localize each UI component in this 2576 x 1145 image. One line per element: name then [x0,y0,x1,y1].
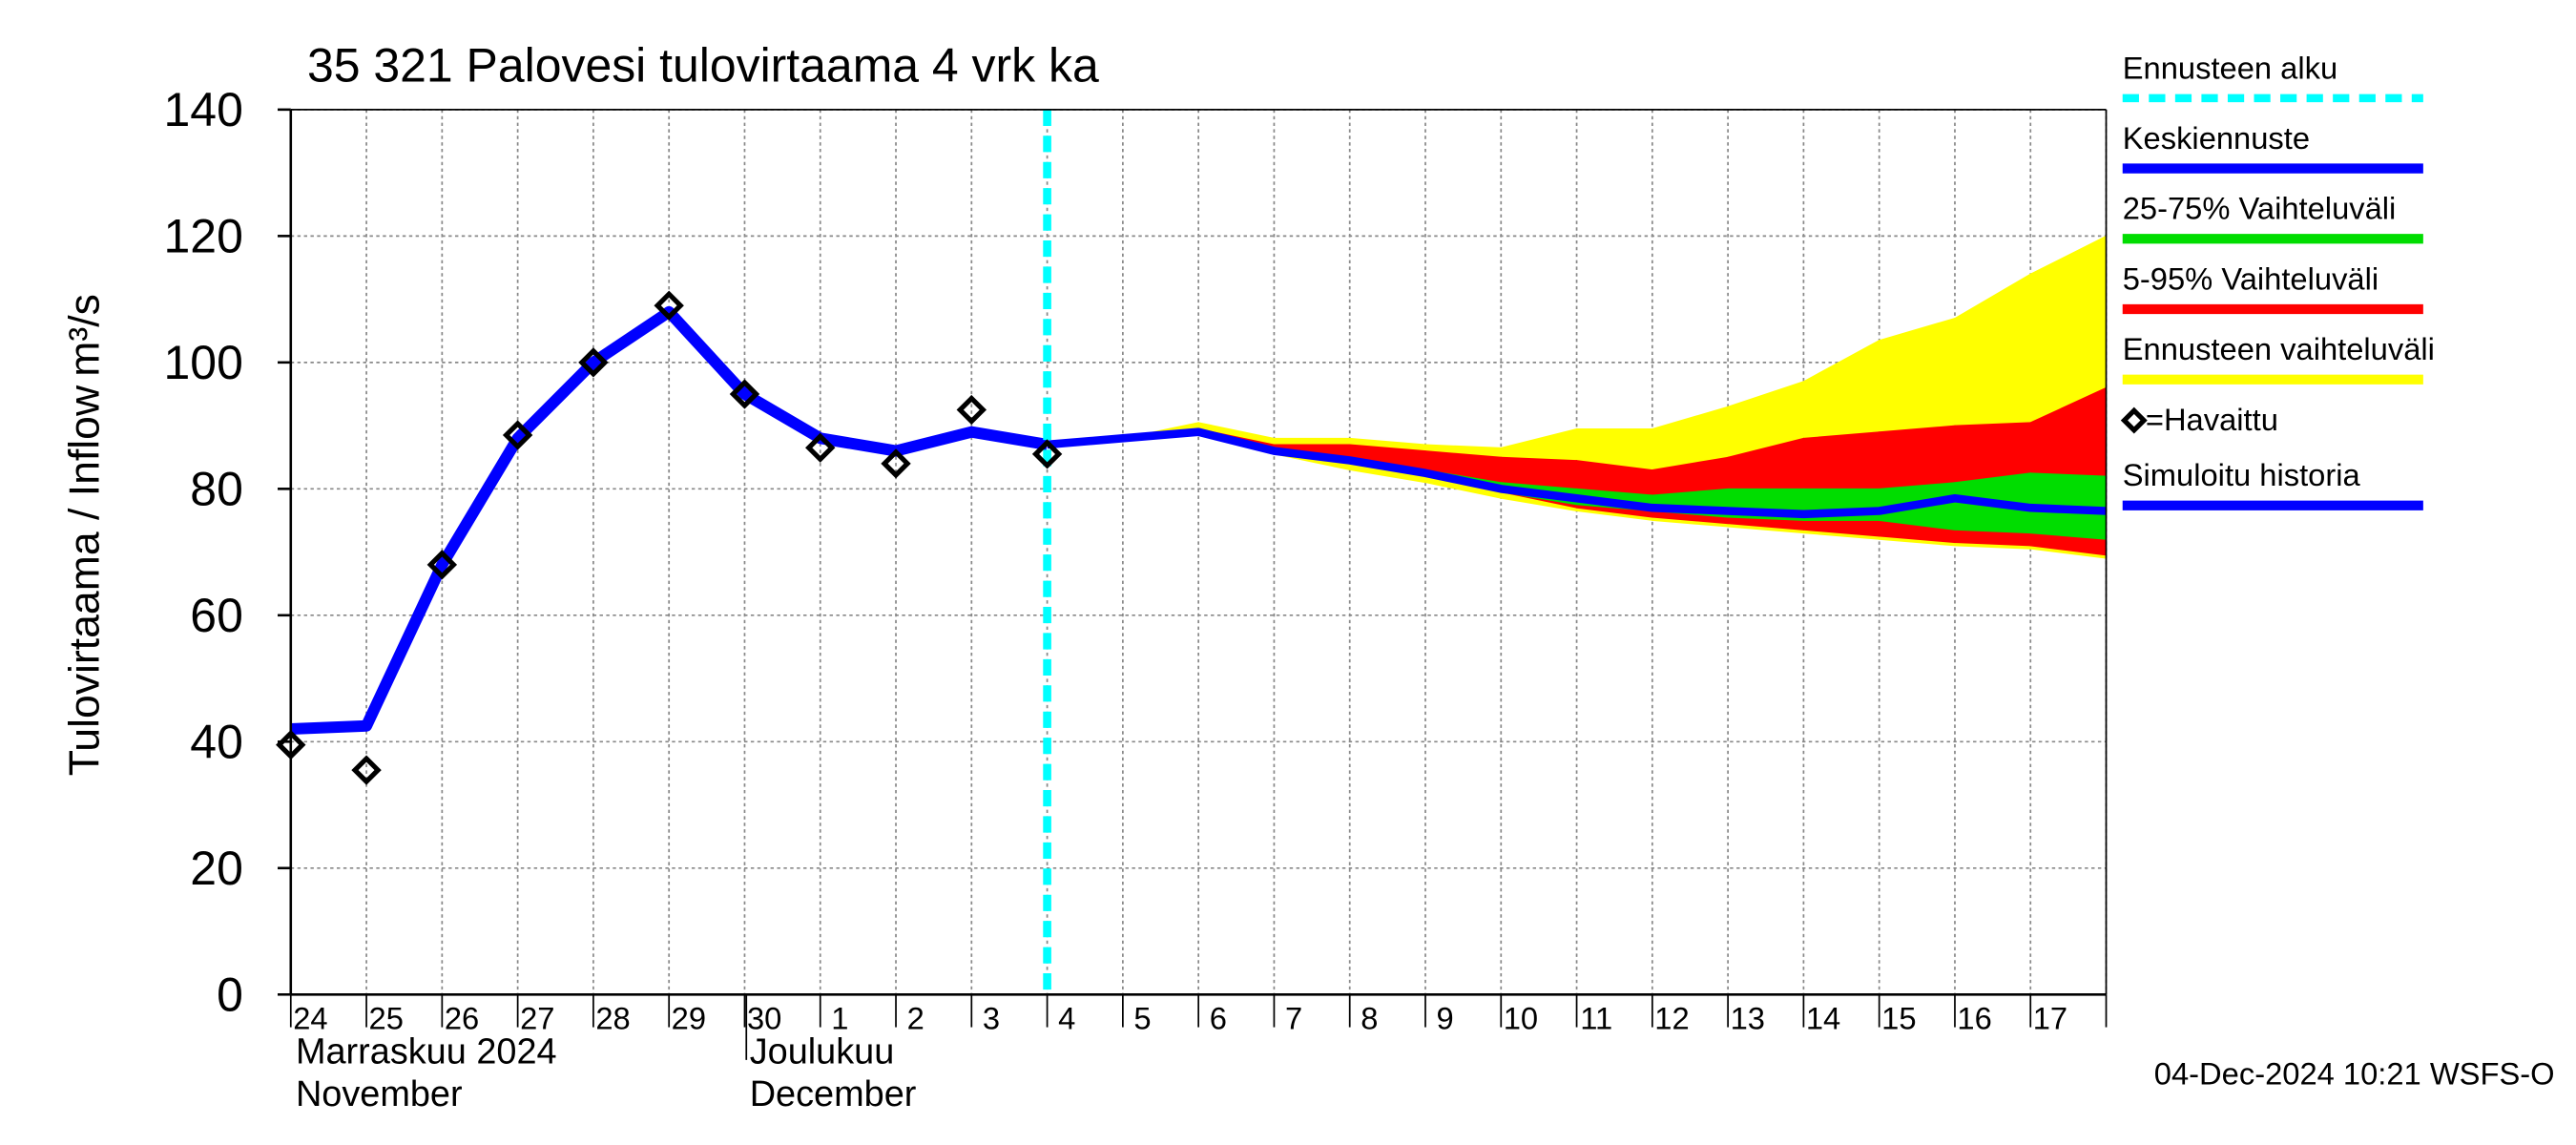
y-tick-label: 20 [190,842,243,895]
y-tick-label: 100 [164,336,243,389]
observed-point [956,394,987,426]
observed-point [654,290,684,321]
x-tick-label: 7 [1285,1000,1302,1035]
legend-label: Keskiennuste [2123,120,2310,156]
x-tick-label: 5 [1133,1000,1151,1035]
observed-point [881,448,911,479]
y-axis-label: Tulovirtaama / Inflow [61,385,108,776]
x-tick-label: 27 [520,1000,554,1035]
month-label: Marraskuu 2024 [296,1031,557,1072]
observed-point [1031,439,1063,469]
x-tick-label: 28 [595,1000,630,1035]
x-tick-label: 17 [2033,1000,2067,1035]
x-tick-label: 16 [1957,1000,1991,1035]
x-tick-label: 13 [1731,1000,1765,1035]
legend-label: Ennusteen vaihteluväli [2123,331,2435,366]
y-tick-label: 80 [190,463,243,516]
footer: 04-Dec-2024 10:21 WSFS-O [2154,1056,2555,1092]
y-tick-label: 40 [190,716,243,769]
y-tick-label: 60 [190,589,243,642]
x-tick-label: 14 [1806,1000,1840,1035]
chart-title: 35 321 Palovesi tulovirtaama 4 vrk ka [307,39,1099,93]
x-tick-label: 25 [369,1000,404,1035]
y-tick-label: 140 [164,83,243,136]
legend-symbol [2120,406,2148,434]
x-tick-label: 11 [1580,1000,1612,1035]
x-tick-label: 6 [1210,1000,1227,1035]
y-tick-label: 0 [217,968,243,1022]
x-tick-label: 24 [293,1000,327,1035]
legend-label: 25-75% Vaihteluväli [2123,191,2397,226]
series-line [290,305,1049,736]
observed-point [351,755,382,785]
x-tick-label: 3 [983,1000,1000,1035]
observed-point [578,347,609,378]
observed-point [502,420,533,450]
legend-label: =Havaittu [2146,402,2278,437]
observed-point [426,550,458,580]
x-tick-label: 1 [831,1000,848,1035]
x-tick-label: 10 [1504,1000,1538,1035]
x-tick-label: 8 [1361,1000,1378,1035]
month-label: Joulukuu [750,1031,895,1072]
legend-label: Ennusteen alku [2123,50,2337,85]
x-tick-label: 4 [1058,1000,1075,1035]
legend-label: Simuloitu historia [2123,457,2361,492]
x-tick-label: 26 [445,1000,479,1035]
observed-point [729,379,760,409]
x-tick-label: 30 [747,1000,781,1035]
legend-label: 5-95% Vaihteluväli [2123,260,2379,296]
x-tick-label: 15 [1881,1000,1916,1035]
x-tick-label: 29 [672,1000,706,1035]
y-axis-unit: m³/s [61,294,108,377]
y-tick-label: 120 [164,210,243,263]
observed-point [805,432,836,463]
x-tick-label: 12 [1654,1000,1689,1035]
month-label-en: November [296,1074,463,1114]
x-tick-label: 2 [907,1000,924,1035]
month-label-en: December [750,1074,917,1114]
x-tick-label: 9 [1437,1000,1454,1035]
series-line [1047,427,2107,519]
